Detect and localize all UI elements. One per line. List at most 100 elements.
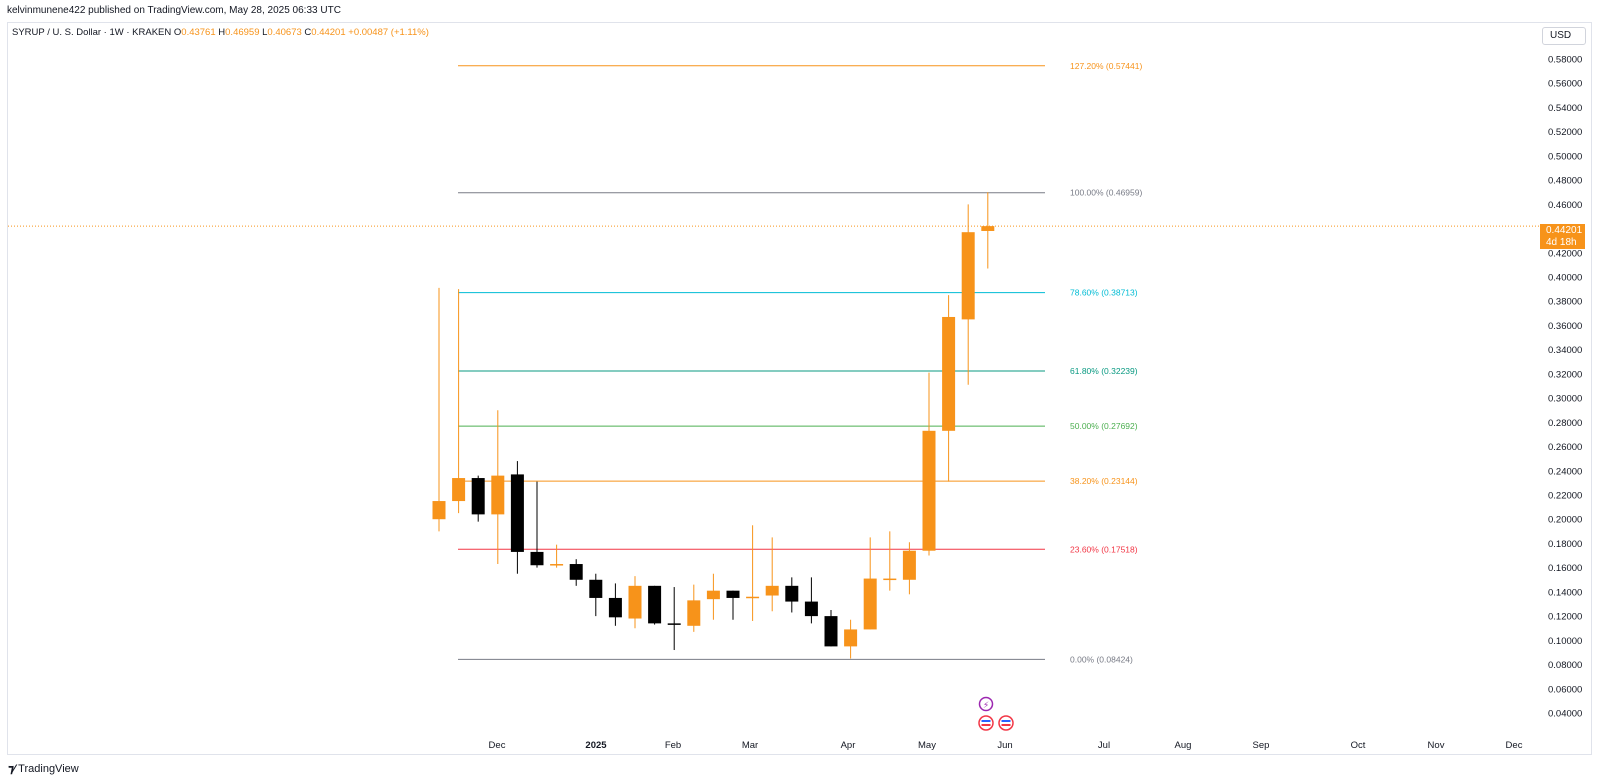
x-axis-tick-label: Mar — [742, 740, 758, 751]
candle-body — [726, 590, 740, 598]
open-label: O — [173, 27, 182, 38]
candle-body — [589, 579, 603, 598]
x-axis-tick-label: Jul — [1098, 740, 1110, 751]
tradingview-brand: TradingView — [18, 763, 79, 775]
y-axis-tick-label: 0.54000 — [1548, 103, 1582, 114]
candle-body — [452, 478, 466, 502]
y-axis-tick-label: 0.20000 — [1548, 515, 1582, 526]
y-axis-tick-label: 0.14000 — [1548, 587, 1582, 598]
close-value: 0.44201 — [311, 27, 346, 38]
x-axis-tick-label: 2025 — [585, 740, 607, 751]
y-axis-tick-label: 0.46000 — [1548, 200, 1582, 211]
x-axis-tick-label: Jun — [997, 740, 1012, 751]
change-value: +0.00487 (+1.11%) — [348, 27, 429, 38]
tradingview-logo-icon: ⁊⁄ — [8, 762, 15, 776]
fib-level-label: 61.80% (0.32239) — [1070, 366, 1138, 376]
candle-body — [765, 585, 779, 596]
x-axis-tick-label: Oct — [1351, 740, 1366, 751]
fib-level-label: 38.20% (0.23144) — [1070, 476, 1138, 486]
currency-button[interactable]: USD — [1542, 27, 1586, 45]
candle-body — [432, 501, 446, 520]
us-flag-event-icon — [978, 715, 994, 731]
x-axis-tick-label: Aug — [1175, 740, 1192, 751]
y-axis-tick-label: 0.30000 — [1548, 394, 1582, 405]
y-axis-tick-label: 0.34000 — [1548, 345, 1582, 356]
x-axis-tick-label: Dec — [1506, 740, 1523, 751]
us-flag-stripe-icon — [1001, 724, 1011, 726]
candle-body — [530, 551, 544, 566]
last-price-tag: 0.44201 4d 18h — [1540, 224, 1585, 249]
candle-body — [922, 430, 936, 551]
candle-body — [981, 226, 995, 231]
candle-body — [961, 232, 975, 320]
candle-body — [883, 578, 897, 581]
lightning-bolt-icon: ⚡ — [983, 701, 989, 711]
candle-body — [569, 564, 583, 580]
y-axis-tick-label: 0.52000 — [1548, 127, 1582, 138]
chart-frame — [7, 22, 1592, 755]
x-axis-tick-label: Feb — [665, 740, 681, 751]
open-value: 0.43761 — [181, 27, 216, 38]
candle-body — [667, 623, 681, 625]
candle-body — [942, 316, 956, 431]
candle-body — [491, 475, 505, 515]
y-axis-tick-label: 0.28000 — [1548, 418, 1582, 429]
fib-level-label: 127.20% (0.57441) — [1070, 61, 1142, 71]
candle-body — [608, 597, 622, 618]
symbol-legend[interactable]: SYRUP / U. S. Dollar · 1W · KRAKEN O0.43… — [12, 27, 429, 38]
last-price-value: 0.44201 — [1546, 225, 1583, 236]
x-axis-tick-label: Apr — [841, 740, 856, 751]
fib-level-label: 100.00% (0.46959) — [1070, 188, 1142, 198]
x-axis-tick-label: Dec — [489, 740, 506, 751]
x-axis-tick-label: May — [918, 740, 936, 751]
tradingview-logo[interactable]: ⁊⁄ TradingView — [8, 762, 79, 776]
y-axis-tick-label: 0.26000 — [1548, 442, 1582, 453]
low-value: 0.40673 — [267, 27, 302, 38]
us-flag-stripe-icon — [981, 724, 991, 726]
candle-body — [628, 585, 642, 619]
bar-countdown: 4d 18h — [1546, 237, 1577, 248]
candle-body — [746, 596, 760, 599]
close-label: C — [304, 27, 312, 38]
candle-body — [550, 564, 564, 566]
y-axis-tick-label: 0.04000 — [1548, 709, 1582, 720]
y-axis-tick-label: 0.12000 — [1548, 612, 1582, 623]
y-axis-tick-label: 0.06000 — [1548, 684, 1582, 695]
y-axis-tick-label: 0.10000 — [1548, 636, 1582, 647]
candle-body — [706, 590, 720, 600]
candle-body — [902, 550, 916, 580]
x-axis-tick-label: Nov — [1428, 740, 1445, 751]
fib-level-label: 0.00% (0.08424) — [1070, 654, 1133, 664]
y-axis-tick-label: 0.42000 — [1548, 248, 1582, 259]
fib-level-label: 23.60% (0.17518) — [1070, 544, 1138, 554]
candle-body — [648, 585, 662, 624]
y-axis-tick-label: 0.24000 — [1548, 466, 1582, 477]
y-axis-tick-label: 0.18000 — [1548, 539, 1582, 550]
publisher-line: kelvinmunene422 published on TradingView… — [7, 5, 341, 16]
lightning-event-icon — [978, 696, 994, 712]
y-axis-tick-label: 0.40000 — [1548, 273, 1582, 284]
candle-body — [844, 629, 858, 647]
y-axis-tick-label: 0.56000 — [1548, 79, 1582, 90]
y-axis-tick-label: 0.48000 — [1548, 176, 1582, 187]
fib-level-label: 50.00% (0.27692) — [1070, 421, 1138, 431]
y-axis-tick-label: 0.38000 — [1548, 297, 1582, 308]
symbol-name[interactable]: SYRUP / U. S. Dollar · 1W · KRAKEN — [12, 27, 172, 38]
candle-body — [863, 578, 877, 630]
candle-body — [804, 601, 818, 617]
candle-body — [510, 474, 524, 552]
low-label: L — [262, 27, 268, 38]
candle-body — [785, 585, 799, 602]
x-axis-tick-label: Sep — [1253, 740, 1270, 751]
us-flag-event-icon — [998, 715, 1014, 731]
high-label: H — [218, 27, 226, 38]
y-axis-tick-label: 0.22000 — [1548, 491, 1582, 502]
y-axis-tick-label: 0.58000 — [1548, 55, 1582, 66]
y-axis-tick-label: 0.08000 — [1548, 660, 1582, 671]
candle-body — [824, 616, 838, 647]
fib-level-label: 78.60% (0.38713) — [1070, 288, 1138, 298]
us-flag-stripe-icon — [1001, 720, 1011, 722]
us-flag-stripe-icon — [981, 720, 991, 722]
y-axis-tick-label: 0.36000 — [1548, 321, 1582, 332]
